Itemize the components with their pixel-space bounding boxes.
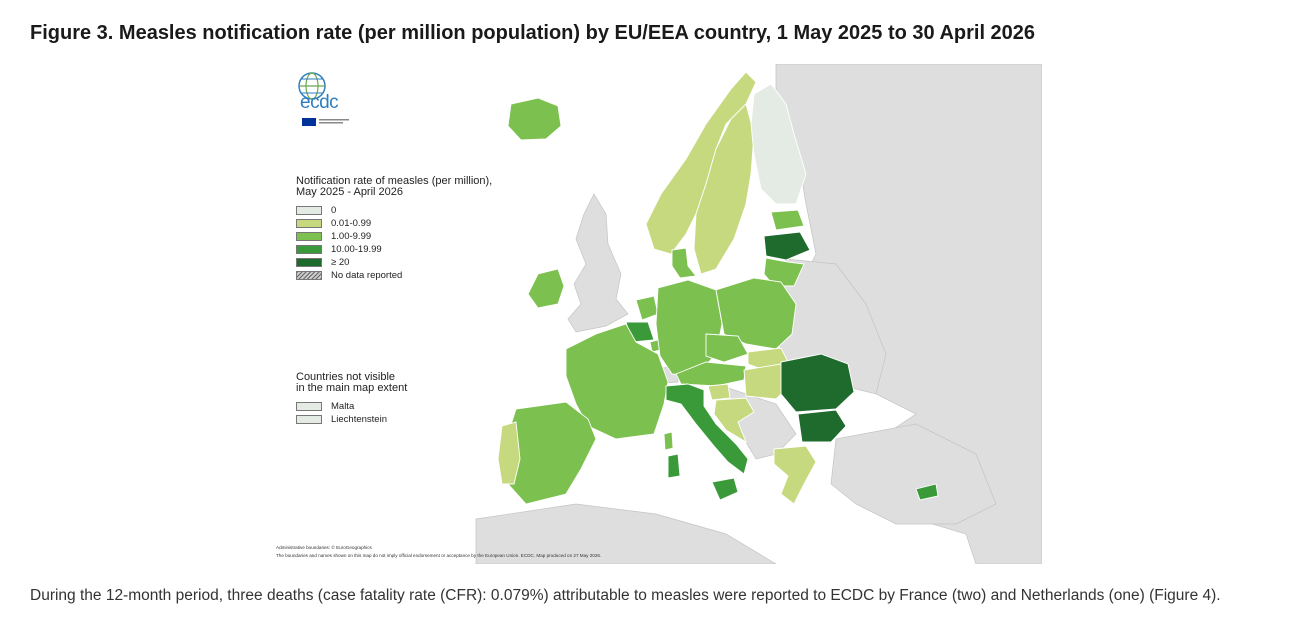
legend-title-line1: Notification rate of measles (per millio… <box>296 175 493 187</box>
small-country-label: Malta <box>331 401 355 412</box>
small-country-label: Liechtenstein <box>331 414 387 425</box>
legend-label: ≥ 20 <box>331 257 350 268</box>
ecdc-logo: ecdc <box>290 70 360 132</box>
legend-title: Notification rate of measles (per millio… <box>296 176 536 198</box>
legend-swatch <box>296 271 322 280</box>
sardinia <box>667 453 681 479</box>
legend-label: 1.00-9.99 <box>331 231 372 242</box>
czechia <box>705 333 749 363</box>
sicily <box>711 477 739 501</box>
ireland <box>527 268 565 309</box>
small-country-swatch <box>296 402 322 411</box>
france <box>565 323 669 440</box>
legend-swatch <box>296 206 322 215</box>
austria <box>675 361 747 387</box>
italy <box>665 383 749 475</box>
globe-icon <box>298 72 349 126</box>
cyprus <box>915 483 939 501</box>
portugal <box>497 421 521 485</box>
small-countries-legend: Countries not visible in the main map ex… <box>296 372 496 426</box>
legend-label: 0.01-0.99 <box>331 218 372 229</box>
finland <box>750 83 807 205</box>
legend-item: 10.00-19.99 <box>296 243 536 256</box>
small-country-swatch <box>296 415 322 424</box>
footnote-boundaries: Administrative boundaries: © EuroGeograp… <box>276 545 372 550</box>
small-country-item: Malta <box>296 400 496 413</box>
legend-title-line2: May 2025 - April 2026 <box>296 186 404 198</box>
rate-legend: Notification rate of measles (per millio… <box>296 176 536 282</box>
europe-map <box>276 64 1042 564</box>
legend-swatch <box>296 258 322 267</box>
legend-swatch <box>296 232 322 241</box>
legend-item: ≥ 20 <box>296 256 536 269</box>
legend-label: 10.00-19.99 <box>331 244 382 255</box>
greece <box>773 445 817 505</box>
turkey <box>830 423 997 525</box>
croatia <box>713 397 755 444</box>
legend-label: 0 <box>331 205 337 216</box>
legend-swatch <box>296 245 322 254</box>
norway <box>645 71 757 255</box>
figure-title: Figure 3. Measles notification rate (per… <box>30 22 1036 44</box>
map-area <box>276 64 1042 564</box>
legend-item: 0 <box>296 204 536 217</box>
small-countries-title-line2: in the main map extent <box>296 382 408 394</box>
small-countries-title-line1: Countries not visible <box>296 371 396 383</box>
body-paragraph: During the 12-month period, three deaths… <box>30 587 1221 604</box>
denmark <box>671 247 697 279</box>
iceland <box>507 97 562 141</box>
legend-item: No data reported <box>296 269 536 282</box>
small-countries-items: Malta Liechtenstein <box>296 400 496 426</box>
legend-item: 0.01-0.99 <box>296 217 536 230</box>
sweden <box>693 103 755 275</box>
bulgaria <box>797 409 847 443</box>
latvia <box>763 231 811 261</box>
lithuania <box>763 257 805 287</box>
logo-text: ecdc <box>300 92 339 113</box>
small-countries-title: Countries not visible in the main map ex… <box>296 372 496 394</box>
slovenia <box>707 383 731 401</box>
small-country-item: Liechtenstein <box>296 413 496 426</box>
great-britain <box>567 193 629 333</box>
legend-swatch <box>296 219 322 228</box>
estonia <box>770 209 805 231</box>
legend-item: 1.00-9.99 <box>296 230 536 243</box>
russia-east <box>775 64 1042 564</box>
legend-items: 0 0.01-0.99 1.00-9.99 10.00-19.99 ≥ 20 No dat… <box>296 204 536 282</box>
corsica <box>663 431 674 451</box>
north-africa <box>475 503 777 564</box>
legend-label: No data reported <box>331 270 403 281</box>
romania <box>780 353 855 413</box>
footnote-disclaimer: The boundaries and names shown on this m… <box>276 553 602 558</box>
